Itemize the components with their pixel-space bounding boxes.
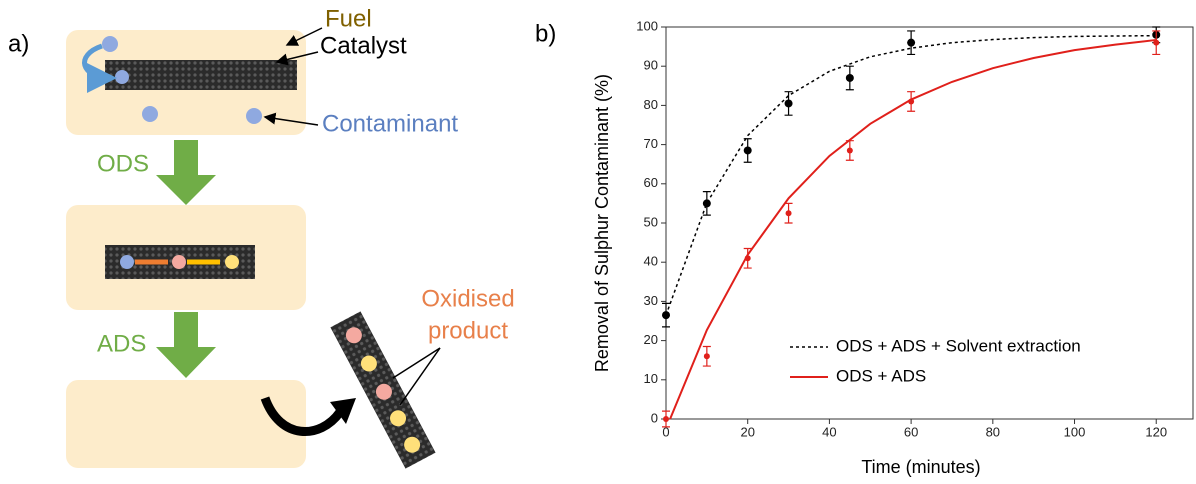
x-tick-label: 80: [986, 424, 1000, 439]
point: [703, 199, 711, 207]
point: [847, 147, 853, 153]
point: [745, 255, 751, 261]
plot-frame: [666, 27, 1193, 419]
y-tick-label: 40: [644, 254, 658, 269]
catalyst-tube-tilted: [330, 311, 435, 468]
catalyst-label: Catalyst: [320, 32, 407, 59]
point: [744, 146, 752, 154]
point: [785, 99, 793, 107]
point: [786, 210, 792, 216]
x-tick-label: 40: [822, 424, 836, 439]
panel-label: b): [535, 20, 556, 47]
molecule: [102, 36, 118, 52]
x-tick-label: 120: [1145, 424, 1167, 439]
point: [662, 311, 670, 319]
x-tick-label: 60: [904, 424, 918, 439]
figure: a) ODS ADS Fuel Catalyst Contaminant: [0, 0, 1196, 484]
y-tick-label: 90: [644, 58, 658, 73]
product-label: product: [428, 317, 508, 344]
fuel-label: Fuel: [325, 5, 372, 32]
y-axis-label: Removal of Sulphur Contaminant (%): [592, 74, 612, 372]
molecule: [115, 70, 129, 84]
legend-label: ODS + ADS + Solvent extraction: [836, 336, 1081, 355]
step-arrow: [156, 140, 216, 205]
fit-line: [670, 40, 1156, 419]
step-arrow: [156, 312, 216, 378]
y-tick-label: 0: [651, 410, 658, 425]
product-label: Oxidised: [421, 285, 514, 312]
contaminant-label: Contaminant: [322, 110, 458, 137]
molecule: [172, 255, 186, 269]
pointer: [393, 348, 440, 378]
molecule: [120, 255, 134, 269]
y-tick-label: 50: [644, 214, 658, 229]
point: [908, 98, 914, 104]
x-axis-label: Time (minutes): [861, 457, 980, 477]
y-tick-label: 100: [636, 18, 658, 33]
fit-line: [666, 36, 1156, 315]
panel-label: a): [8, 30, 29, 57]
diagram: a) ODS ADS Fuel Catalyst Contaminant: [8, 5, 515, 468]
point: [663, 416, 669, 422]
point: [704, 353, 710, 359]
step-label: ODS: [97, 150, 149, 177]
point: [907, 39, 915, 47]
x-tick-label: 20: [740, 424, 754, 439]
point: [846, 74, 854, 82]
fuel-box: [66, 380, 306, 468]
y-tick-label: 60: [644, 175, 658, 190]
y-tick-label: 70: [644, 136, 658, 151]
molecule: [225, 255, 239, 269]
molecule: [142, 106, 158, 122]
page: {"diagram": {"panel_label": "a)", "fuel"…: [0, 0, 1196, 484]
pointer: [400, 348, 440, 405]
point: [1153, 40, 1159, 46]
x-tick-label: 100: [1064, 424, 1086, 439]
catalyst-tube: [105, 60, 297, 90]
y-tick-label: 30: [644, 293, 658, 308]
y-tick-label: 80: [644, 97, 658, 112]
molecule: [246, 108, 262, 124]
y-tick-label: 10: [644, 371, 658, 386]
y-tick-label: 20: [644, 332, 658, 347]
legend-label: ODS + ADS: [836, 366, 926, 385]
step-label: ADS: [97, 330, 146, 357]
